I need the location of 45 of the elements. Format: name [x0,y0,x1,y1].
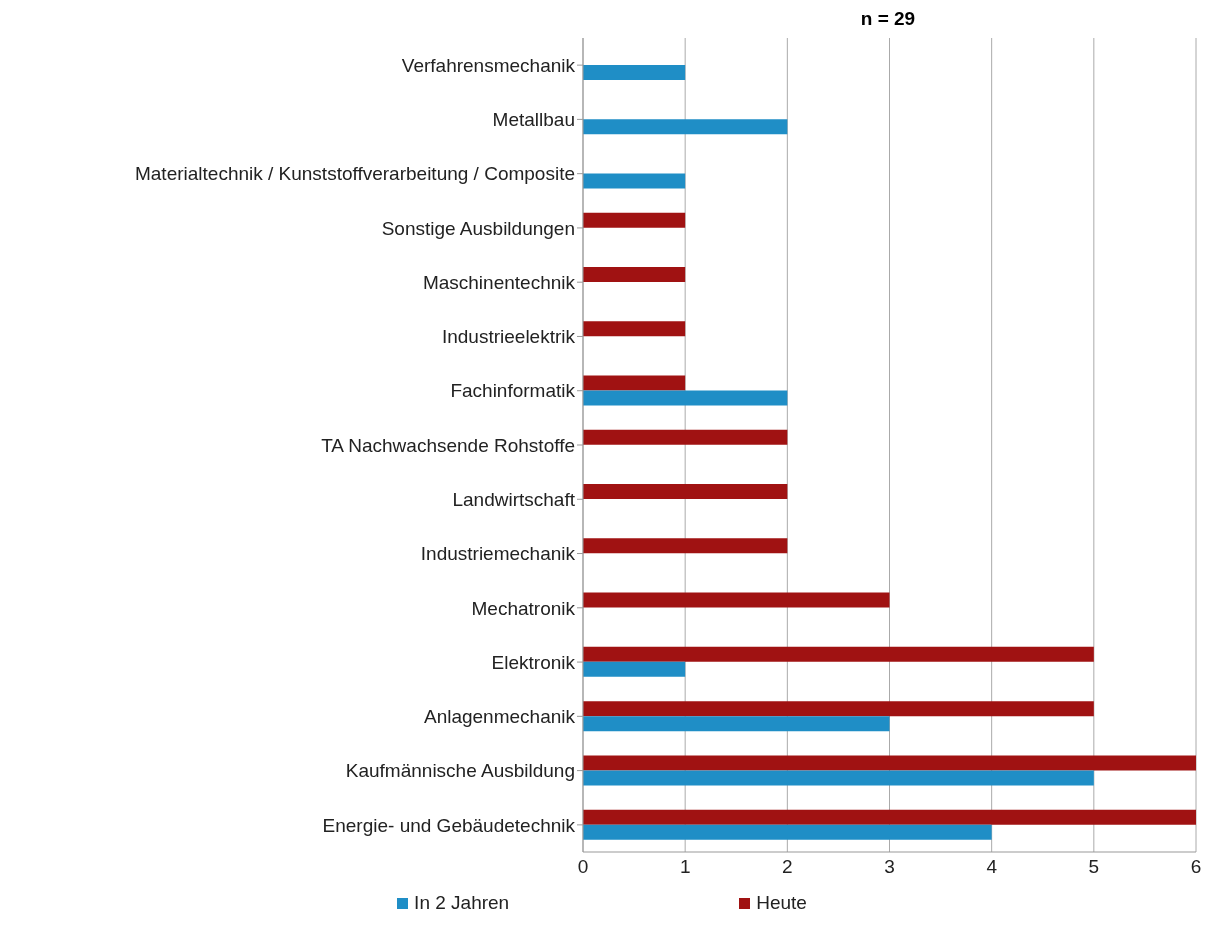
bar [583,755,1196,771]
bar [583,212,686,228]
bar [583,824,992,840]
y-tick-label: TA Nachwachsende Rohstoffe [321,434,575,456]
y-tick-label: Maschinentechnik [422,271,576,293]
bar [583,770,1094,786]
y-tick-label: Energie- und Gebäudetechnik [322,814,576,836]
bar [583,267,686,283]
x-tick-label: 3 [884,856,895,878]
x-tick-label: 4 [986,856,998,878]
x-tick-label: 2 [782,856,793,878]
y-tick-label: Kaufmännische Ausbildung [345,760,575,782]
bar [583,701,1094,717]
bar [583,809,1196,825]
y-tick-label: Materialtechnik / Kunststoffverarbeitung / Composite [134,163,575,185]
y-tick-label: Sonstige Ausbildungen [381,217,575,239]
bar [583,429,788,445]
chart-title: n = 29 [859,8,917,31]
bar [583,661,686,677]
bar [583,173,686,189]
y-tick-label: Elektronik [491,651,576,673]
bar [583,375,686,391]
y-tick-label: Industriemechanik [420,543,576,565]
y-tick-label: Verfahrensmechanik [401,54,576,76]
x-tick-label: 1 [679,856,691,878]
y-tick-label: Metallbau [492,109,575,131]
y-tick-label: Mechatronik [471,597,576,619]
legend-label: Heute [756,892,807,914]
y-tick-label: Anlagenmechanik [423,706,576,728]
bar [583,484,788,500]
x-tick-label: 5 [1088,856,1100,878]
x-tick-label: 0 [577,856,589,878]
bar [583,390,788,406]
legend-label: In 2 Jahren [414,892,510,914]
bar [583,646,1094,662]
bar [583,592,890,608]
bar [583,538,788,554]
bar [583,119,788,135]
y-tick-label: Landwirtschaft [452,489,576,511]
bar [583,716,890,732]
bar [583,64,686,80]
bar [583,321,686,337]
y-tick-label: Industrieelektrik [441,326,576,348]
y-tick-label: Fachinformatik [450,380,576,402]
x-tick-label: 6 [1190,856,1202,878]
